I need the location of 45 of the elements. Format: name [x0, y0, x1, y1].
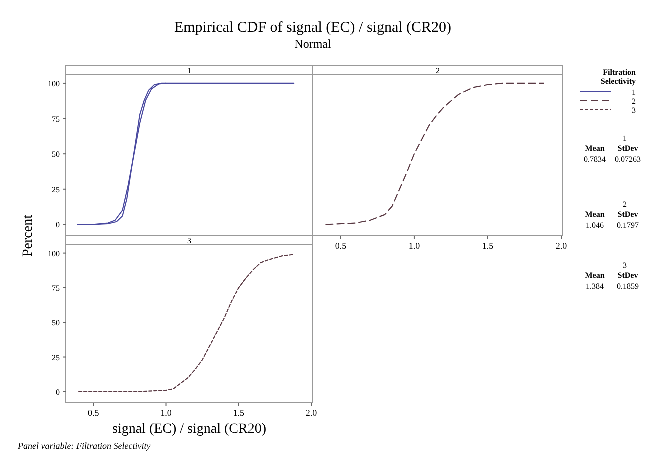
x-axis-title: signal (EC) / signal (CR20) [112, 422, 267, 437]
text: 2 [436, 66, 440, 76]
text: 2 [623, 200, 627, 209]
text: Mean [585, 210, 606, 219]
y-tick-label: 50 [52, 150, 60, 160]
y-tick-label: 25 [52, 185, 60, 194]
legend-title: Filtration Selectivity [600, 68, 637, 86]
x-tick-label: 1.5 [233, 408, 246, 418]
x-tick-label: 2.0 [556, 241, 568, 251]
chart-subtitle: Normal [294, 37, 332, 51]
text: 0.07263 [615, 155, 641, 164]
text: 1 [632, 88, 636, 97]
text: StDev [618, 271, 638, 280]
text: StDev [618, 210, 638, 219]
x-tick-label: 2.0 [306, 408, 318, 418]
y-tick-label: 100 [48, 79, 60, 88]
x-tick-label: 1.0 [160, 408, 172, 418]
x-tick-label: 1.5 [482, 241, 494, 251]
text: 0.1797 [617, 221, 639, 230]
text: 1.046 [586, 221, 604, 230]
y-tick-label: 75 [52, 284, 60, 293]
y-tick-label: 100 [48, 249, 60, 258]
text: 1.384 [586, 282, 604, 291]
y-tick-label: 25 [52, 353, 60, 362]
x-tick-label: 1.0 [408, 241, 421, 251]
text: 2 [632, 97, 636, 106]
text: Mean [585, 144, 606, 153]
text: 0.7834 [584, 155, 606, 164]
text: 3 [632, 106, 636, 115]
text: Mean [585, 271, 606, 280]
chart-title: Empirical CDF of signal (EC) / signal (CR20) [174, 20, 452, 36]
text: 0.1859 [617, 282, 639, 291]
text: 3 [188, 236, 192, 246]
x-tick-label: 0.5 [88, 408, 100, 418]
text: 3 [623, 261, 627, 270]
text: StDev [618, 144, 638, 153]
x-tick-label: 0.5 [335, 241, 348, 251]
series-label: 1 [188, 66, 192, 76]
y-tick-label: 75 [52, 114, 60, 124]
y-tick-label: 50 [52, 318, 60, 328]
text: 1 [623, 134, 627, 143]
y-tick-label: 0 [56, 388, 60, 397]
y-axis-title: Percent [21, 214, 36, 257]
y-tick-label: 0 [56, 220, 60, 230]
text: Panel variable: Filtration Selectivity [17, 441, 151, 451]
